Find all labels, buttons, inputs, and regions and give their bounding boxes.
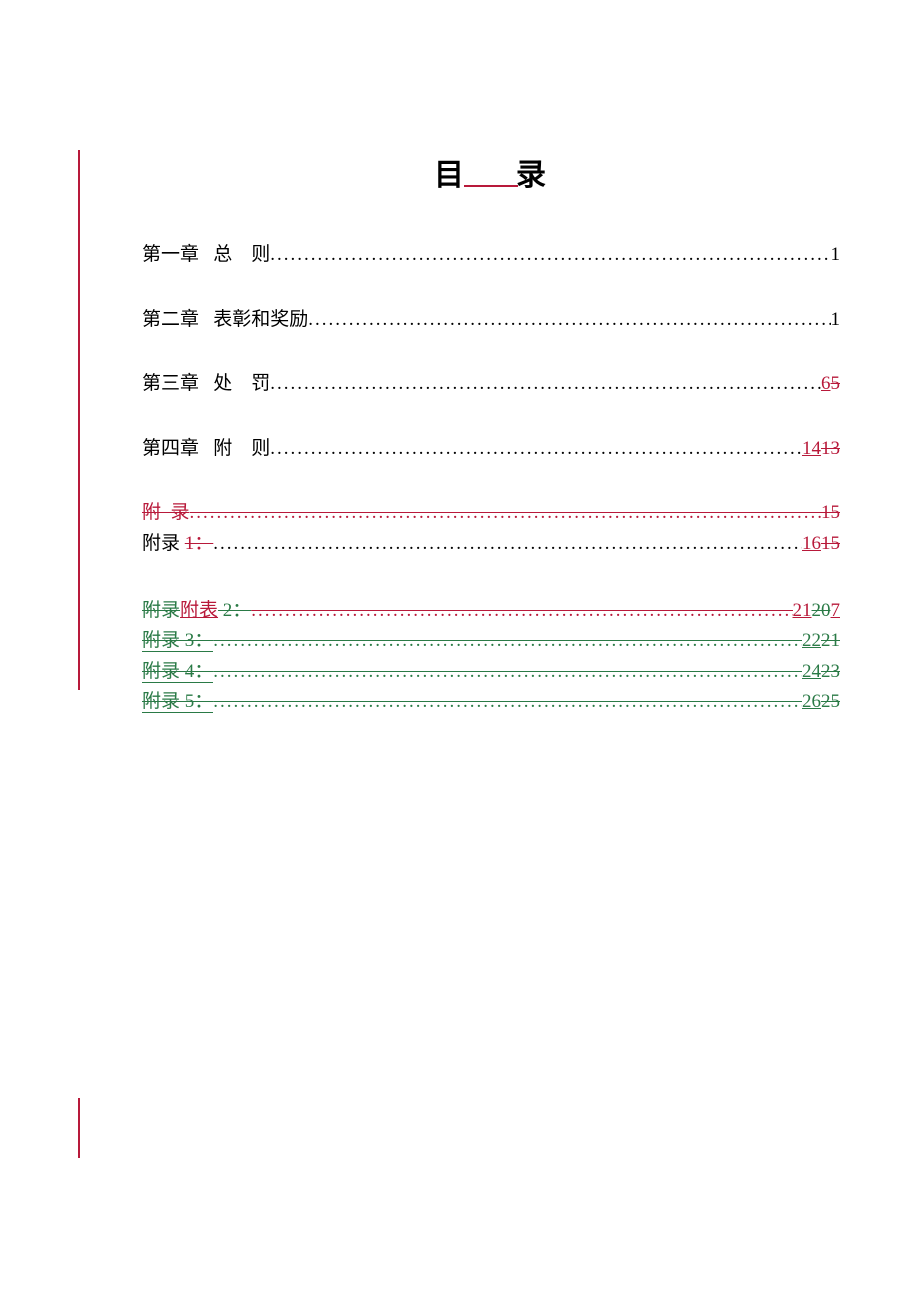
toc-label: 第四章 附 则 — [142, 436, 270, 463]
toc-label: 附录附表 2： — [142, 598, 251, 625]
toc-entry: 附录 3： 2221 — [142, 628, 840, 655]
toc-page-number: 2625 — [802, 689, 840, 716]
title-right: 录 — [516, 159, 548, 192]
toc-page-number: 1 — [831, 242, 841, 269]
toc-leader-dots — [213, 659, 802, 686]
toc-label: 附录 5： — [142, 689, 213, 716]
toc-label: 附录 1： — [142, 531, 213, 558]
toc-entry: 附录 1： 1615 — [142, 531, 840, 558]
revision-marker-bar — [78, 150, 80, 690]
toc-page-number: 1 — [831, 307, 841, 334]
toc-leader-dots — [213, 531, 802, 558]
toc-leader-dots — [190, 500, 821, 527]
document-page: 目录 第一章 总 则1第二章 表彰和奖励1第三章 处 罚65第四章 附 则141… — [0, 0, 920, 716]
toc-label: 第三章 处 罚 — [142, 371, 270, 398]
toc-page-number: 2221 — [802, 628, 840, 655]
toc-label: 附录 4： — [142, 659, 213, 686]
toc-label: 第一章 总 则 — [142, 242, 270, 269]
toc-leader-dots — [251, 598, 792, 625]
toc-label: 第二章 表彰和奖励 — [142, 307, 308, 334]
toc-page-number: 65 — [821, 371, 840, 398]
toc-leader-dots — [270, 371, 821, 398]
toc-entry: 附录附表 2： 21207 — [142, 598, 840, 625]
toc-page-number: 21207 — [793, 598, 841, 625]
toc-leader-dots — [270, 436, 802, 463]
toc-leader-dots — [213, 689, 802, 716]
toc-leader-dots — [213, 628, 802, 655]
toc-page-number: 1413 — [802, 436, 840, 463]
toc-entry: 附录 4： 2423 — [142, 659, 840, 686]
toc-label: 附录 3： — [142, 628, 213, 655]
revision-marker-bar — [78, 1098, 80, 1158]
toc-gap — [142, 562, 840, 598]
page-title: 目录 — [142, 150, 840, 194]
toc-page-number: 1615 — [802, 531, 840, 558]
toc-entry: 第一章 总 则 1 — [142, 242, 840, 269]
title-left: 目 — [434, 159, 466, 192]
table-of-contents: 第一章 总 则 1 第二章 表彰和奖励 1 第三章 处 罚 65 第四章 附 则 1413 附 … — [142, 242, 840, 716]
toc-entry: 第二章 表彰和奖励 1 — [142, 307, 840, 334]
toc-leader-dots — [270, 242, 830, 269]
toc-page-number: 2423 — [802, 659, 840, 686]
toc-entry: 附录 5： 2625 — [142, 689, 840, 716]
toc-entry: 附 录 15 — [142, 500, 840, 527]
toc-entry: 第三章 处 罚 65 — [142, 371, 840, 398]
toc-entry: 第四章 附 则 1413 — [142, 436, 840, 463]
toc-page-number: 15 — [821, 500, 840, 527]
title-underline-insert — [464, 185, 518, 187]
toc-leader-dots — [308, 307, 830, 334]
toc-label: 附 录 — [142, 500, 190, 527]
